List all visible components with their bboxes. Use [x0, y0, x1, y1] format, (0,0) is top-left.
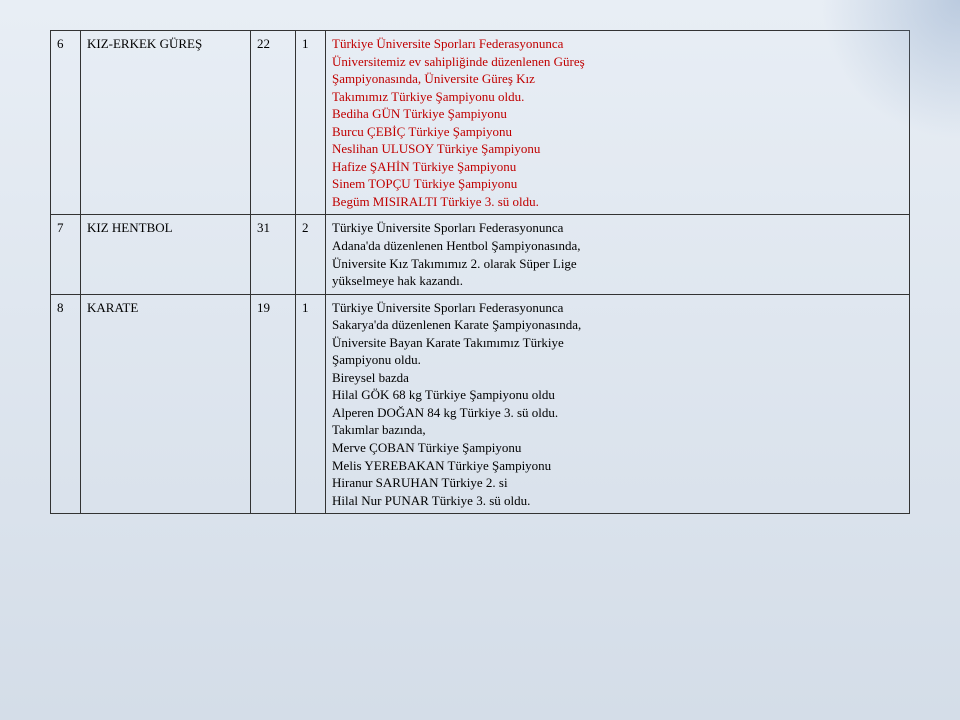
desc-line: Adana'da düzenlenen Hentbol Şampiyonasın…	[332, 238, 581, 253]
desc-line: Sakarya'da düzenlenen Karate Şampiyonası…	[332, 317, 581, 332]
row-number: 7	[51, 215, 81, 294]
desc-line: Hilal GÖK 68 kg Türkiye Şampiyonu oldu	[332, 387, 555, 402]
table-row: 6KIZ-ERKEK GÜREŞ221 Türkiye Üniversite Sp…	[51, 31, 910, 215]
desc-line: Üniversite Kız Takımımız 2. olarak Süper…	[332, 256, 577, 271]
sports-table: 6KIZ-ERKEK GÜREŞ221 Türkiye Üniversite Sp…	[50, 30, 910, 514]
desc-line: Bireysel bazda	[332, 370, 409, 385]
sport-name: KARATE	[81, 294, 251, 514]
count-b: 1	[296, 294, 326, 514]
description-cell: Türkiye Üniversite Sporları Federasyonun…	[326, 215, 910, 294]
desc-line: Sinem TOPÇU Türkiye Şampiyonu	[332, 176, 517, 191]
desc-line: Şampiyonasında, Üniversite Güreş Kız	[332, 71, 535, 86]
desc-line: Takımlar bazında,	[332, 422, 426, 437]
table-row: 7KIZ HENTBOL312 Türkiye Üniversite Sporla…	[51, 215, 910, 294]
sport-name: KIZ HENTBOL	[81, 215, 251, 294]
table-row: 8KARATE191 Türkiye Üniversite Sporları Fe…	[51, 294, 910, 514]
row-number: 6	[51, 31, 81, 215]
desc-line: Melis YEREBAKAN Türkiye Şampiyonu	[332, 458, 551, 473]
count-a: 31	[251, 215, 296, 294]
count-b: 2	[296, 215, 326, 294]
count-b: 1	[296, 31, 326, 215]
desc-line: Hafize ŞAHİN Türkiye Şampiyonu	[332, 159, 516, 174]
desc-line: Üniversite Bayan Karate Takımımız Türkiy…	[332, 335, 564, 350]
desc-line: Bediha GÜN Türkiye Şampiyonu	[332, 106, 507, 121]
desc-line: Üniversitemiz ev sahipliğinde düzenlenen…	[332, 54, 585, 69]
desc-line: Türkiye Üniversite Sporları Federasyonun…	[332, 220, 563, 235]
desc-line: Neslihan ULUSOY Türkiye Şampiyonu	[332, 141, 540, 156]
row-number: 8	[51, 294, 81, 514]
description-cell: Türkiye Üniversite Sporları Federasyonun…	[326, 294, 910, 514]
sport-name: KIZ-ERKEK GÜREŞ	[81, 31, 251, 215]
desc-line: Hilal Nur PUNAR Türkiye 3. sü oldu.	[332, 493, 530, 508]
desc-line: Alperen DOĞAN 84 kg Türkiye 3. sü oldu.	[332, 405, 558, 420]
desc-line: Hiranur SARUHAN Türkiye 2. si	[332, 475, 508, 490]
desc-line: Şampiyonu oldu.	[332, 352, 421, 367]
count-a: 22	[251, 31, 296, 215]
desc-line: Türkiye Üniversite Sporları Federasyonun…	[332, 300, 563, 315]
desc-line: yükselmeye hak kazandı.	[332, 273, 463, 288]
count-a: 19	[251, 294, 296, 514]
desc-line: Burcu ÇEBİÇ Türkiye Şampiyonu	[332, 124, 512, 139]
description-cell: Türkiye Üniversite Sporları Federasyonun…	[326, 31, 910, 215]
desc-line: Merve ÇOBAN Türkiye Şampiyonu	[332, 440, 521, 455]
desc-line: Türkiye Üniversite Sporları Federasyonun…	[332, 36, 563, 51]
desc-line: Begüm MISIRALTI Türkiye 3. sü oldu.	[332, 194, 539, 209]
desc-line: Takımımız Türkiye Şampiyonu oldu.	[332, 89, 524, 104]
